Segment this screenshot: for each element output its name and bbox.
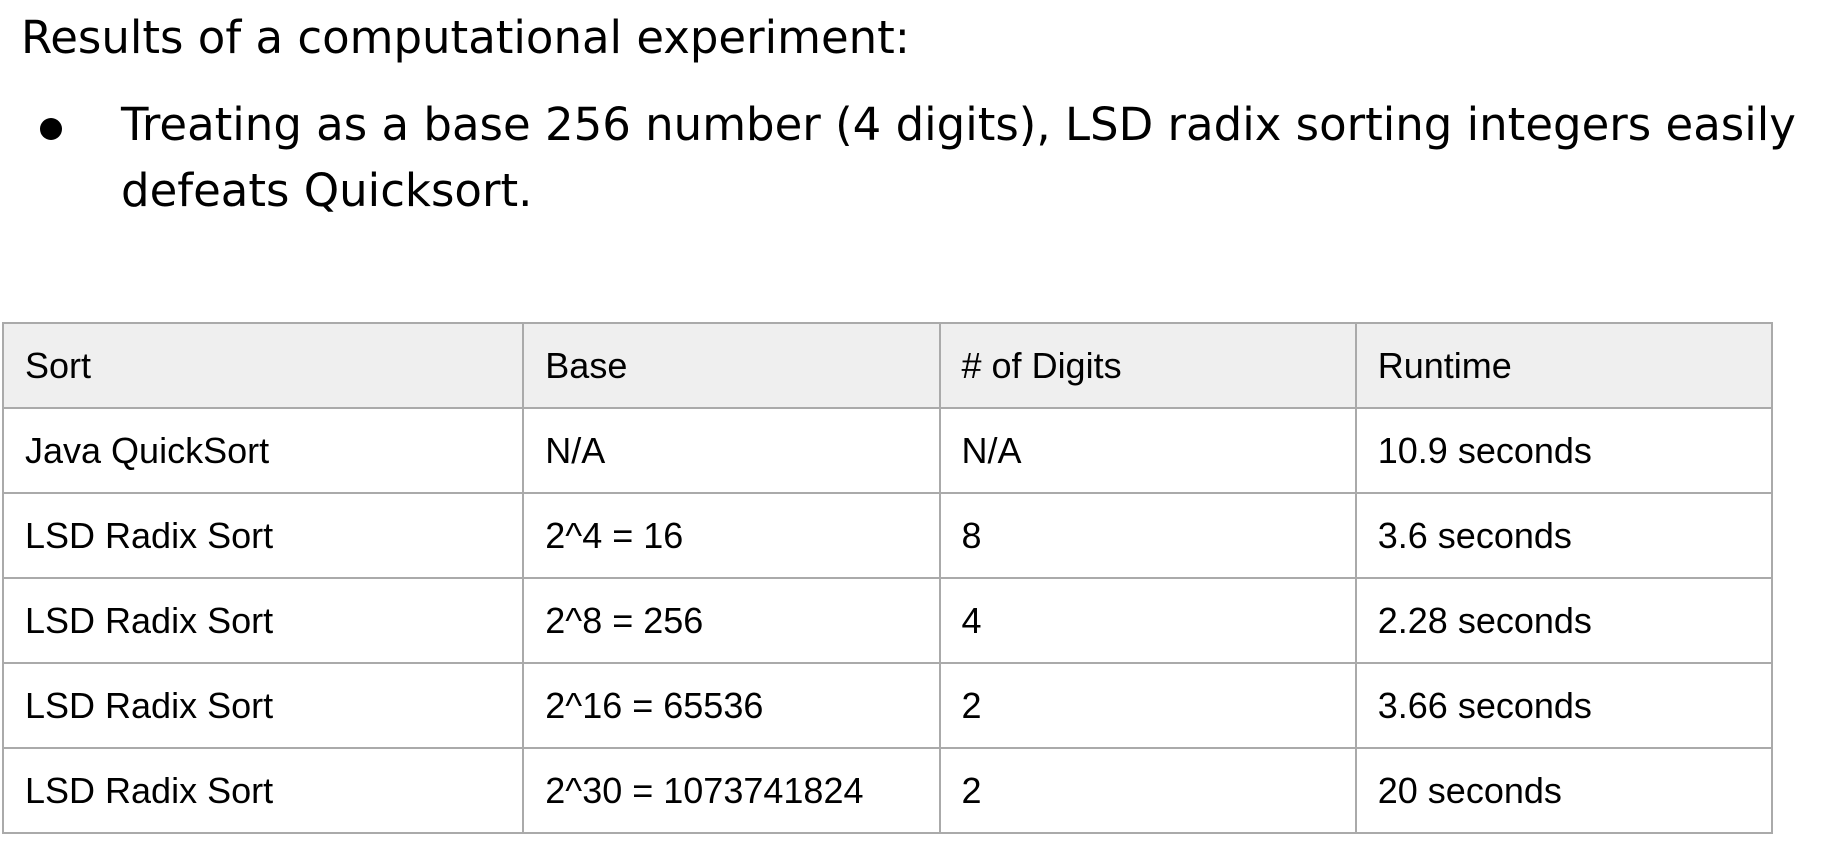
table-row: LSD Radix Sort 2^4 = 16 8 3.6 seconds (1, 492, 1774, 579)
table-row: LSD Radix Sort 2^16 = 65536 2 3.66 secon… (1, 662, 1774, 749)
header-cell-sort: Sort (1, 322, 525, 409)
cell-digits: N/A (938, 407, 1357, 494)
bullet-text: Treating as a base 256 number (4 digits)… (121, 98, 1796, 217)
table-row: LSD Radix Sort 2^30 = 1073741824 2 20 se… (1, 747, 1774, 834)
cell-runtime: 20 seconds (1354, 747, 1774, 834)
bullet-dot-icon (40, 118, 62, 140)
table-row: LSD Radix Sort 2^8 = 256 4 2.28 seconds (1, 577, 1774, 664)
cell-base: 2^4 = 16 (522, 492, 941, 579)
cell-runtime: 2.28 seconds (1354, 577, 1774, 664)
table-body: Java QuickSort N/A N/A 10.9 seconds LSD … (1, 407, 1774, 834)
table-header: Sort Base # of Digits Runtime (1, 322, 1774, 409)
header-cell-base: Base (522, 322, 941, 409)
slide-heading: Results of a computational experiment: (21, 11, 910, 64)
cell-base: 2^16 = 65536 (522, 662, 941, 749)
header-cell-digits: # of Digits (938, 322, 1357, 409)
bullet-list: Treating as a base 256 number (4 digits)… (0, 92, 1832, 224)
cell-runtime: 3.66 seconds (1354, 662, 1774, 749)
cell-digits: 8 (938, 492, 1357, 579)
cell-base: N/A (522, 407, 941, 494)
cell-runtime: 10.9 seconds (1354, 407, 1774, 494)
header-cell-runtime: Runtime (1354, 322, 1774, 409)
table-header-row: Sort Base # of Digits Runtime (1, 322, 1774, 409)
cell-base: 2^8 = 256 (522, 577, 941, 664)
cell-digits: 2 (938, 662, 1357, 749)
cell-sort: Java QuickSort (1, 407, 525, 494)
cell-sort: LSD Radix Sort (1, 492, 525, 579)
results-table: Sort Base # of Digits Runtime Java Quick… (1, 322, 1774, 834)
bullet-item: Treating as a base 256 number (4 digits)… (0, 92, 1801, 224)
cell-digits: 2 (938, 747, 1357, 834)
cell-base: 2^30 = 1073741824 (522, 747, 941, 834)
cell-sort: LSD Radix Sort (1, 747, 525, 834)
cell-sort: LSD Radix Sort (1, 577, 525, 664)
cell-runtime: 3.6 seconds (1354, 492, 1774, 579)
cell-digits: 4 (938, 577, 1357, 664)
cell-sort: LSD Radix Sort (1, 662, 525, 749)
table-row: Java QuickSort N/A N/A 10.9 seconds (1, 407, 1774, 494)
